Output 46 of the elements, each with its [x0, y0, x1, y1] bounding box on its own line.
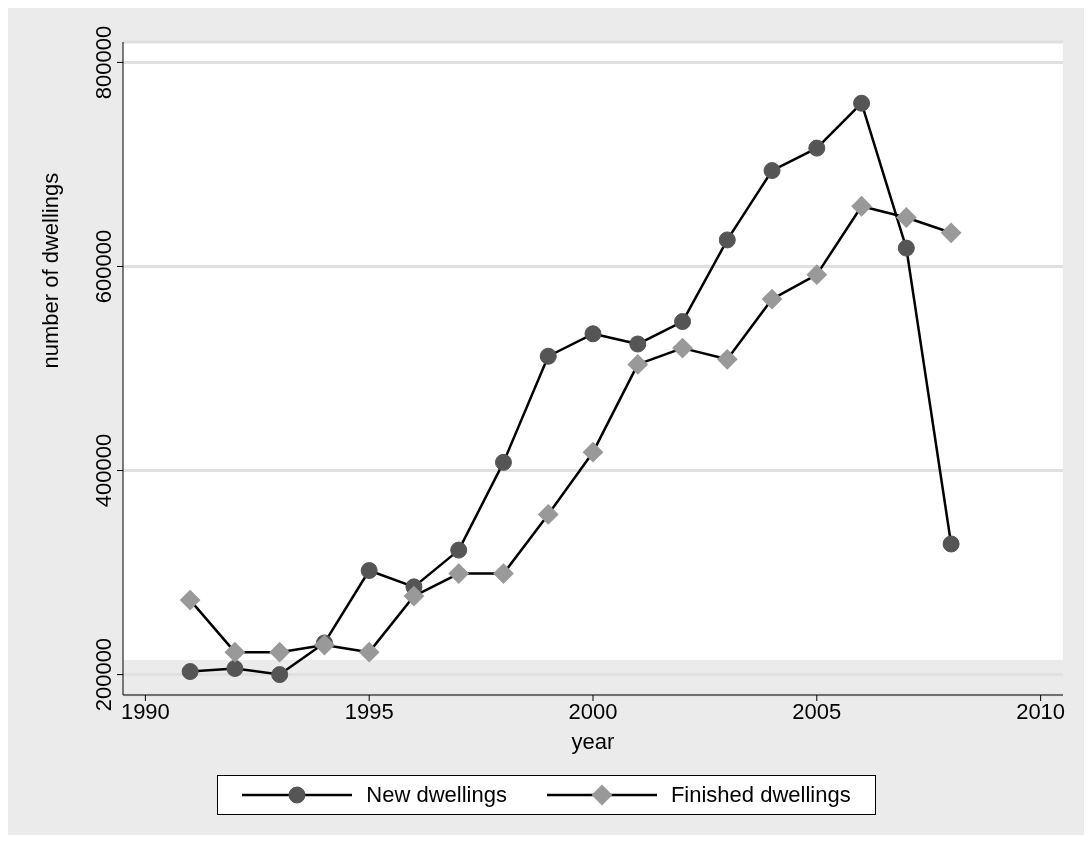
point [224, 641, 246, 663]
point [763, 162, 781, 180]
y-tick-label: 800000 [91, 25, 116, 100]
legend-label: New dwellings [366, 782, 507, 808]
point [360, 562, 378, 580]
point [448, 563, 470, 584]
point [718, 231, 736, 249]
point [627, 354, 649, 375]
point [584, 325, 602, 343]
point [450, 541, 468, 559]
point [942, 535, 960, 553]
point [271, 666, 289, 684]
point [358, 641, 380, 663]
point [226, 659, 244, 677]
y-tick-label: 200000 [91, 637, 116, 712]
y-tick-label: 600000 [91, 229, 116, 304]
x-tick-label: 2000 [568, 698, 618, 724]
point [808, 139, 826, 157]
point [403, 585, 425, 607]
point [716, 348, 738, 370]
y-axis-title: number of dwellings [37, 172, 63, 369]
point [940, 222, 962, 244]
x-tick-label: 1995 [344, 698, 394, 724]
point [806, 264, 828, 286]
point [493, 563, 514, 584]
point [851, 195, 872, 217]
point [672, 337, 693, 359]
x-axis-title: year [571, 728, 615, 754]
point [494, 453, 512, 471]
point [761, 288, 783, 310]
point [674, 313, 692, 331]
point [179, 589, 201, 611]
point [897, 239, 915, 257]
point [537, 504, 559, 525]
point [895, 207, 917, 228]
point [539, 347, 557, 365]
y-tick-label: 400000 [91, 433, 116, 508]
x-tick-label: 2005 [792, 698, 842, 724]
point [853, 94, 871, 112]
x-tick-label: 2010 [1016, 698, 1066, 724]
point [629, 335, 647, 353]
point [582, 441, 604, 463]
legend-label: Finished dwellings [670, 782, 851, 808]
point [269, 641, 291, 663]
point [181, 663, 199, 681]
x-tick-label: 1990 [120, 698, 170, 724]
